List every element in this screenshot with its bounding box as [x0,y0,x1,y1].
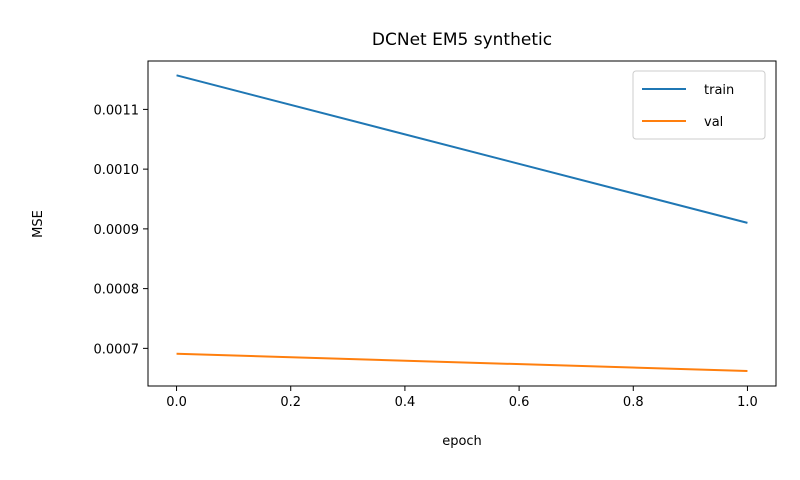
x-tick-label: 0.4 [395,395,416,410]
y-tick-label: 0.0011 [94,103,140,118]
plot-series [176,74,748,373]
y-tick-label: 0.0007 [94,342,140,357]
x-tick-label: 0.0 [166,395,187,410]
y-axis-label: MSE [31,210,46,238]
x-tick-label: 0.2 [280,395,301,410]
y-tick-label: 0.0009 [94,223,140,238]
legend-label-val: val [704,115,723,130]
y-tick-label: 0.0008 [94,283,140,298]
x-axis-label: epoch [442,434,482,449]
legend-label-train: train [704,83,734,98]
y-axis: 0.0007 0.0008 0.0009 0.0010 0.0011 [94,103,148,357]
x-axis: 0.0 0.2 0.4 0.6 0.8 1.0 [166,386,758,410]
legend-box [632,70,766,140]
chart-title: DCNet EM5 synthetic [372,30,552,50]
plot-frame [147,60,777,387]
x-tick-label: 0.6 [509,395,530,410]
legend: train val [632,70,766,140]
series-line-val [176,352,748,373]
y-tick-label: 0.0010 [94,163,140,178]
x-tick-label: 0.8 [623,395,644,410]
x-tick-label: 1.0 [737,395,758,410]
series-line-train [176,74,748,224]
